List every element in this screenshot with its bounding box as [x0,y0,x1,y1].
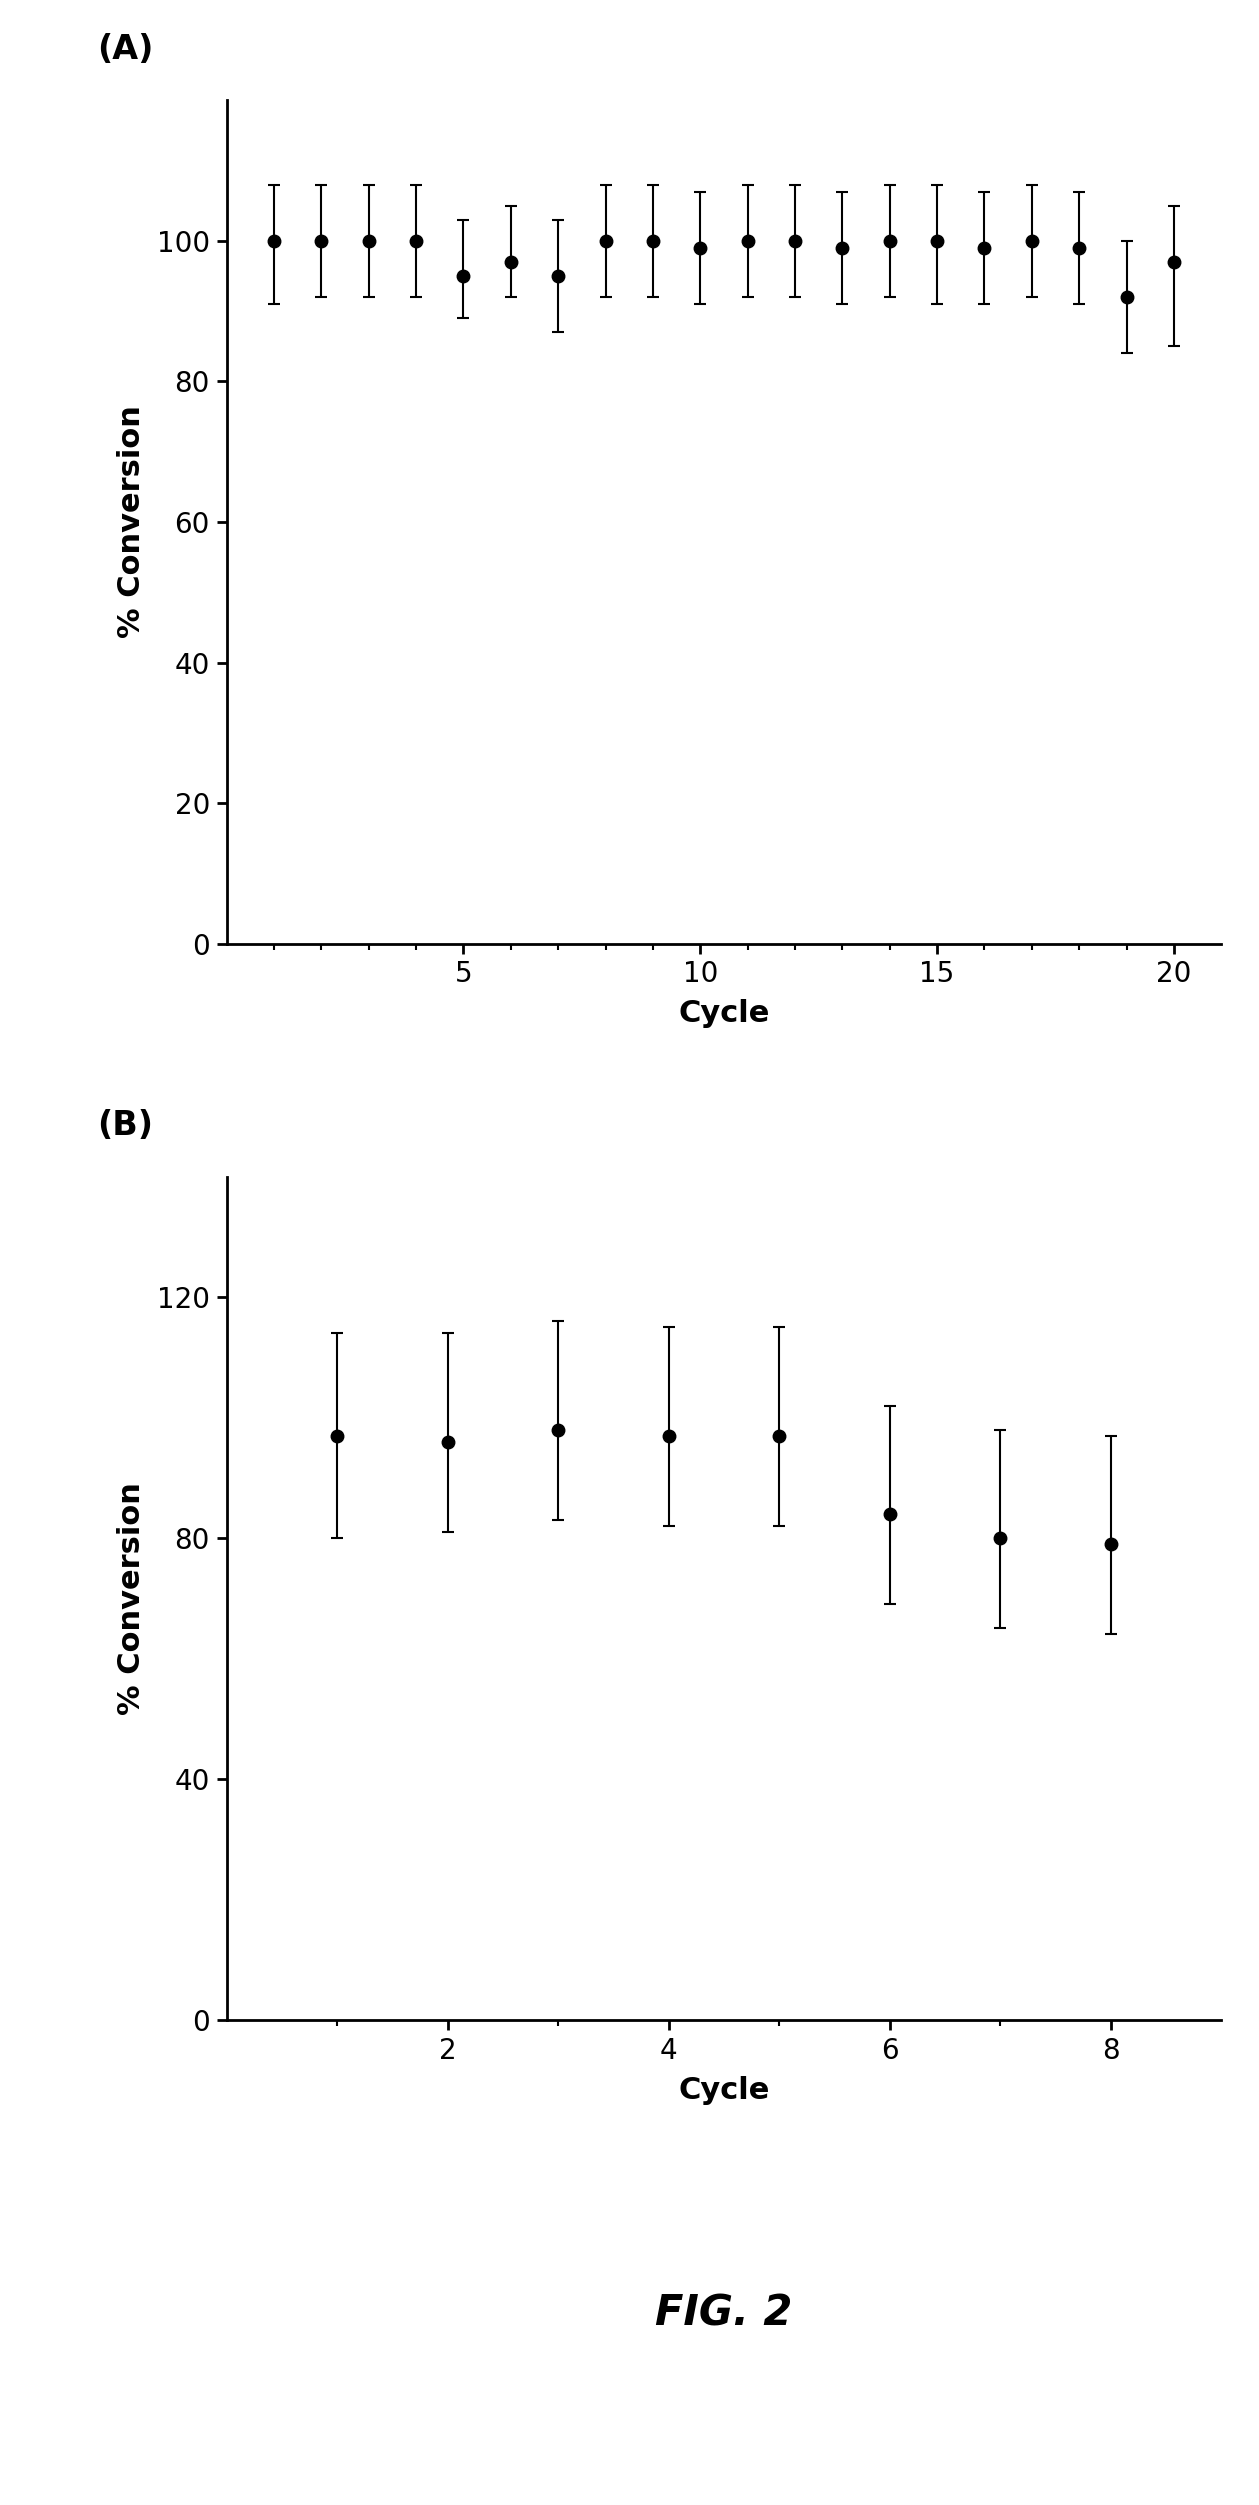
X-axis label: Cycle: Cycle [679,999,769,1030]
Y-axis label: % Conversion: % Conversion [117,1483,146,1716]
X-axis label: Cycle: Cycle [679,2077,769,2104]
Text: (B): (B) [97,1110,154,1142]
Text: FIG. 2: FIG. 2 [655,2292,793,2335]
Text: (A): (A) [97,33,154,65]
Y-axis label: % Conversion: % Conversion [117,406,146,639]
